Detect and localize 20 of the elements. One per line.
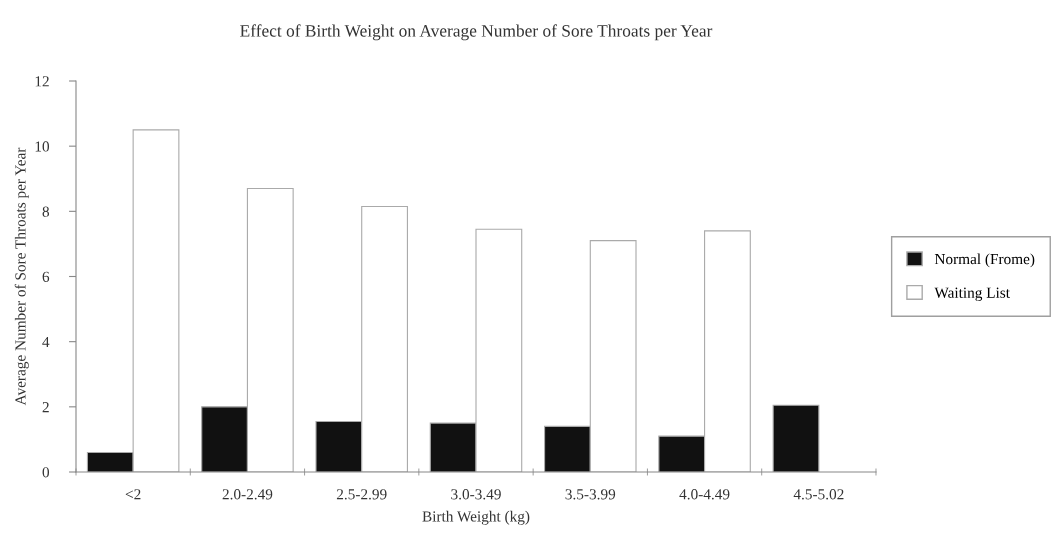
x-tick-label: <2 xyxy=(125,489,141,500)
x-tick-label: 4.0-4.49 xyxy=(679,489,730,500)
y-tick-label: 0 xyxy=(42,467,50,478)
x-tick-label: 2.0-2.49 xyxy=(222,489,273,500)
chart-title: Effect of Birth Weight on Average Number of Sore Throats per Year xyxy=(240,24,713,41)
y-tick-label: 4 xyxy=(42,336,50,347)
bar xyxy=(772,404,820,472)
x-tick-label: 3.5-3.99 xyxy=(565,489,616,500)
y-tick-label: 12 xyxy=(35,76,49,87)
y-tick-label: 10 xyxy=(35,141,50,152)
x-tick-label: 2.5-2.99 xyxy=(336,489,387,500)
y-axis-title: Average Number of Sore Throats per Year xyxy=(14,147,29,406)
y-tick-label: 2 xyxy=(42,402,49,413)
y-tick-label: 6 xyxy=(42,271,50,282)
x-axis-title: Birth Weight (kg) xyxy=(422,510,530,525)
x-tick-label: 3.0-3.49 xyxy=(451,489,501,500)
legend-label: Waiting List xyxy=(934,287,1010,302)
y-tick-label: 8 xyxy=(42,206,50,217)
x-tick-label: 4.5-5.02 xyxy=(793,489,844,500)
legend-label: Normal (Frome) xyxy=(934,253,1035,268)
